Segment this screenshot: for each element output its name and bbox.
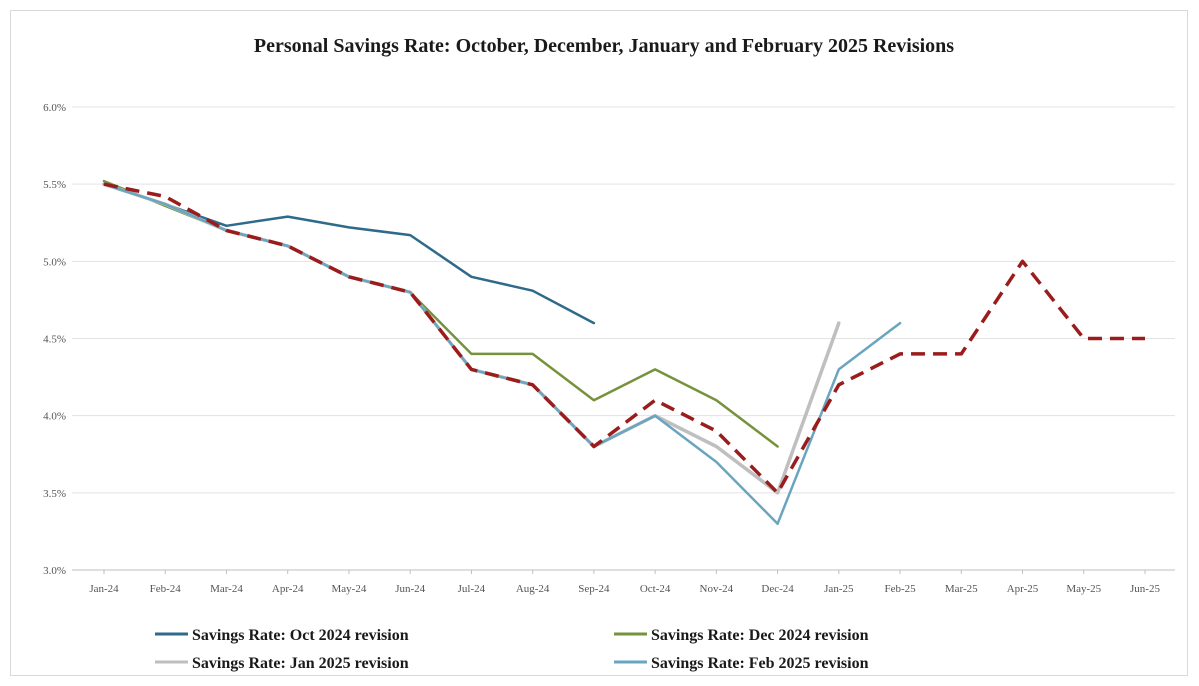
- x-tick-label: Mar-24: [210, 583, 243, 595]
- series-lines: [102, 179, 1145, 525]
- legend-label-feb: Savings Rate: Feb 2025 revision: [651, 655, 869, 672]
- legend-label-jan: Savings Rate: Jan 2025 revision: [192, 655, 409, 672]
- x-tick-label: Jun-24: [395, 583, 425, 595]
- x-tick-label: May-25: [1066, 583, 1101, 595]
- y-tick-label: 3.0%: [43, 565, 66, 577]
- x-tick-label: Nov-24: [700, 583, 734, 595]
- y-axis-ticks: 3.0% 3.5% 4.0% 4.5% 5.0% 5.5% 6.0%: [43, 102, 66, 577]
- chart-title: Personal Savings Rate: October, December…: [254, 35, 954, 57]
- x-tick-label: Apr-25: [1007, 583, 1039, 595]
- y-tick-label: 4.0%: [43, 411, 66, 423]
- x-tick-label: Oct-24: [640, 583, 671, 595]
- x-tick-label: Sep-24: [578, 583, 610, 595]
- series-line-projection: [103, 182, 1145, 495]
- legend-item-jan: Savings Rate: Jan 2025 revision: [155, 655, 409, 672]
- x-tick-label: Jul-24: [458, 583, 486, 595]
- y-tick-label: 3.5%: [43, 488, 66, 500]
- y-tick-label: 4.5%: [43, 334, 66, 346]
- y-tick-label: 5.0%: [43, 256, 66, 268]
- x-tick-label: Apr-24: [272, 583, 304, 595]
- x-tick-label: Feb-24: [150, 583, 182, 595]
- chart-frame: [10, 10, 1188, 676]
- x-tick-label: Jun-25: [1130, 583, 1160, 595]
- legend: Savings Rate: Oct 2024 revision Savings …: [155, 627, 869, 672]
- legend-item-dec: Savings Rate: Dec 2024 revision: [614, 627, 869, 644]
- legend-item-feb: Savings Rate: Feb 2025 revision: [614, 655, 869, 672]
- x-tick-label: Dec-24: [761, 583, 794, 595]
- y-tick-label: 5.5%: [43, 179, 66, 191]
- x-tick-label: May-24: [332, 583, 367, 595]
- x-tick-label: Jan-25: [824, 583, 854, 595]
- legend-label-oct: Savings Rate: Oct 2024 revision: [192, 627, 409, 644]
- x-tick-label: Jan-24: [89, 583, 119, 595]
- legend-label-dec: Savings Rate: Dec 2024 revision: [651, 627, 869, 644]
- legend-item-oct: Savings Rate: Oct 2024 revision: [155, 627, 409, 644]
- x-axis-ticks: Jan-24 Feb-24 Mar-24 Apr-24 May-24 Jun-24 Jul-…: [89, 570, 1160, 595]
- x-tick-label: Feb-25: [884, 583, 916, 595]
- gridlines: [72, 106, 1175, 571]
- y-tick-label: 6.0%: [43, 102, 66, 114]
- x-tick-label: Aug-24: [516, 583, 550, 595]
- x-tick-label: Mar-25: [945, 583, 978, 595]
